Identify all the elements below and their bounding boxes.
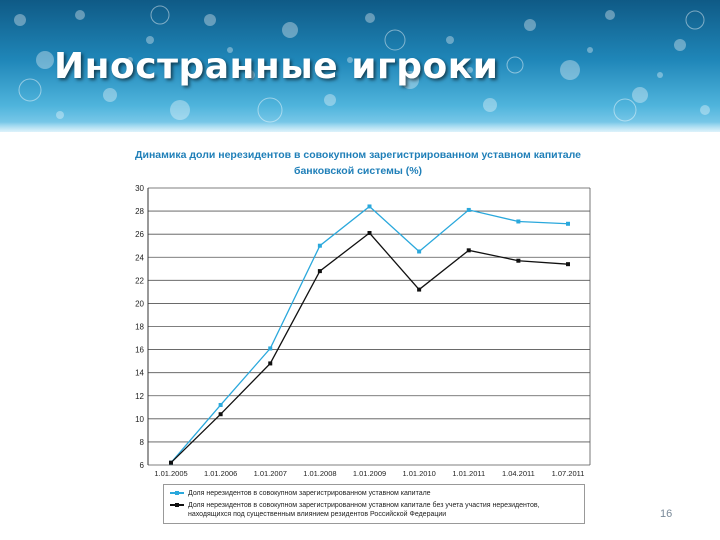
legend-marker-series-2 [170, 501, 184, 509]
y-tick-label: 26 [135, 230, 144, 239]
series-2-point [218, 412, 223, 417]
series-1-point [218, 402, 223, 407]
series-line-2 [170, 232, 569, 464]
y-tick-label: 12 [135, 392, 144, 401]
legend-item-series-2: Доля нерезидентов в совокупном зарегистр… [170, 501, 578, 519]
slide-title: Иностранные игроки [54, 46, 499, 87]
header-banner [0, 0, 720, 132]
legend-label-series-1: Доля нерезидентов в совокупном зарегистр… [188, 490, 431, 497]
y-tick-label: 30 [135, 184, 144, 193]
legend-marker-series-1 [170, 489, 184, 497]
y-tick-label: 20 [135, 299, 144, 308]
series-line-1 [170, 205, 569, 464]
y-tick-label: 6 [140, 461, 145, 470]
series-2-point [466, 248, 471, 253]
y-tick-label: 16 [135, 346, 144, 355]
series-1-point [367, 204, 372, 209]
chart-title: Динамика доли нерезидентов в совокупном … [135, 149, 581, 177]
series-2-point [516, 258, 521, 263]
x-tick-label: 1.01.2005 [154, 469, 187, 478]
series-1-point [268, 346, 273, 351]
y-tick-label: 10 [135, 415, 144, 424]
series-2-point [169, 460, 173, 465]
legend-label-series-2: Доля нерезидентов в совокупном зарегистр… [188, 502, 540, 518]
legend-item-series-1: Доля нерезидентов в совокупном зарегистр… [170, 489, 578, 498]
x-tick-label: 1.01.2009 [353, 469, 386, 478]
banner-fade [0, 122, 720, 132]
series-1-point [566, 221, 570, 226]
series-2-point [417, 287, 422, 292]
page-number: 16 [660, 508, 673, 520]
y-tick-label: 14 [135, 369, 144, 378]
series-2-point [268, 361, 273, 366]
y-tick-label: 24 [135, 253, 144, 262]
series-1-point [317, 243, 322, 248]
x-tick-label: 1.01.2006 [204, 469, 237, 478]
bubbles-background [14, 5, 710, 123]
series-1-point [466, 207, 471, 212]
x-tick-label: 1.07.2011 [552, 469, 585, 478]
y-tick-label: 18 [135, 323, 144, 332]
x-tick-label: 1.01.2008 [303, 469, 336, 478]
chart-legend: Доля нерезидентов в совокупном зарегистр… [163, 484, 585, 524]
y-tick-label: 8 [140, 438, 145, 447]
series-2-point [317, 269, 322, 274]
x-tick-label: 1.01.2011 [452, 469, 485, 478]
series-1-point [417, 249, 422, 254]
y-tick-label: 28 [135, 207, 144, 216]
series-2-point [566, 262, 570, 267]
y-tick-label: 22 [135, 276, 144, 285]
x-tick-label: 1.04.2011 [502, 469, 535, 478]
series-2-point [367, 231, 372, 236]
x-tick-label: 1.01.2010 [402, 469, 435, 478]
series-1-point [516, 219, 521, 224]
x-tick-label: 1.01.2007 [254, 469, 287, 478]
